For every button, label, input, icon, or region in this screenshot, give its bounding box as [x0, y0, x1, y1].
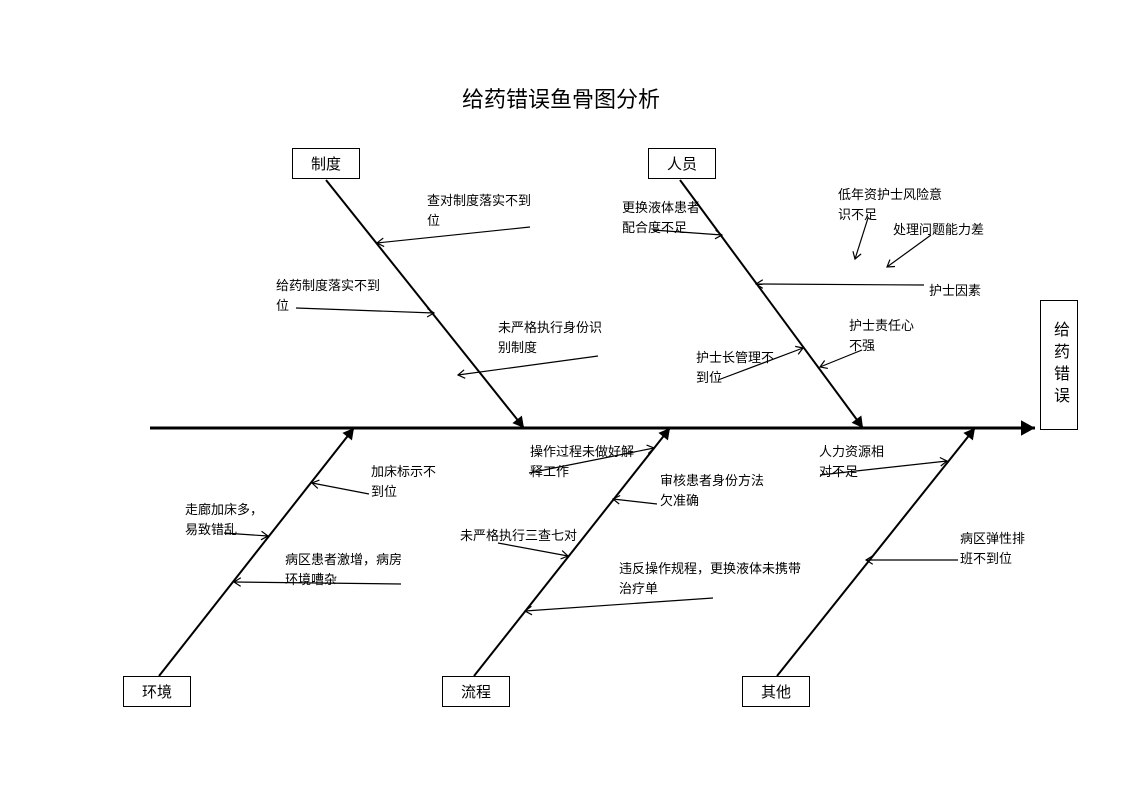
cause-label: 病区患者激增，病房 环境嘈杂 — [285, 550, 402, 589]
cause-label: 审核患者身份方法 欠准确 — [660, 471, 764, 510]
cause-label: 违反操作规程，更换液体未携带 治疗单 — [619, 559, 801, 598]
cause-label: 给药制度落实不到 位 — [276, 276, 380, 315]
category-process: 流程 — [442, 676, 510, 707]
cause-label: 低年资护士风险意 识不足 — [838, 185, 942, 224]
cause-label: 未严格执行身份识 别制度 — [498, 318, 602, 357]
fishbone-svg — [0, 0, 1122, 793]
cause-label: 操作过程未做好解 释工作 — [530, 442, 634, 481]
cause-label: 护士长管理不 到位 — [696, 348, 774, 387]
cause-label: 走廊加床多， 易致错乱 — [185, 500, 263, 539]
category-system: 制度 — [292, 148, 360, 179]
category-environment: 环境 — [123, 676, 191, 707]
category-other: 其他 — [742, 676, 810, 707]
cause-label: 人力资源相 对不足 — [819, 442, 884, 481]
fishbone-head: 给药错误 — [1040, 300, 1078, 430]
category-personnel: 人员 — [648, 148, 716, 179]
cause-label: 更换液体患者 配合度不足 — [622, 198, 700, 237]
cause-label: 查对制度落实不到 位 — [427, 191, 531, 230]
cause-label: 未严格执行三查七对 — [460, 526, 577, 546]
cause-label: 处理问题能力差 — [893, 220, 984, 240]
cause-label: 病区弹性排 班不到位 — [960, 529, 1025, 568]
cause-label: 加床标示不 到位 — [371, 462, 436, 501]
cause-label: 护士因素 — [929, 281, 981, 301]
cause-label: 护士责任心 不强 — [849, 316, 914, 355]
